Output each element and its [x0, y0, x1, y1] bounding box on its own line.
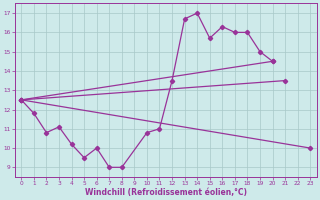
X-axis label: Windchill (Refroidissement éolien,°C): Windchill (Refroidissement éolien,°C) [85, 188, 247, 197]
